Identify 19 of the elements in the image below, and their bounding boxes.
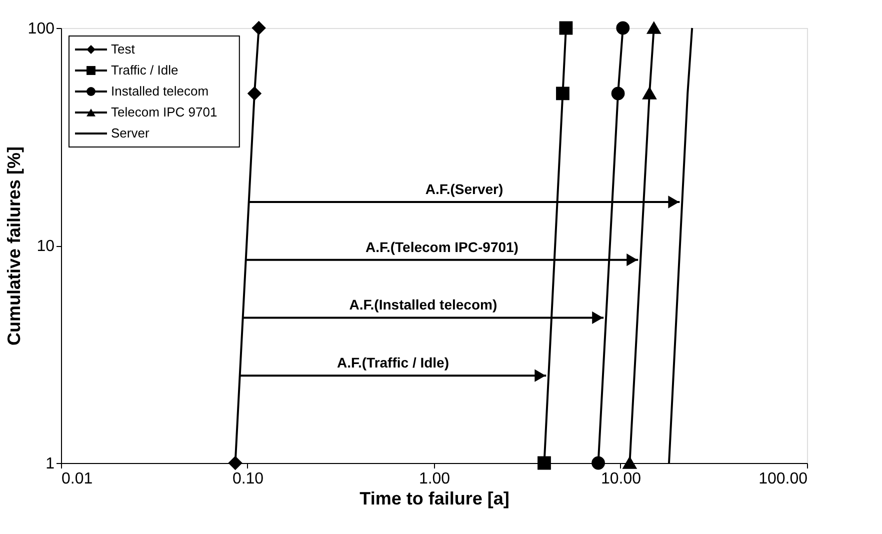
- legend-label: Traffic / Idle: [111, 62, 178, 78]
- y-tick-label: 1: [46, 456, 55, 472]
- x-tick-label: 100.00: [758, 470, 808, 488]
- annotation: A.F.(Installed telecom): [349, 296, 498, 313]
- legend-label: Test: [111, 42, 136, 56]
- annotation: A.F.(Telecom IPC-9701): [365, 238, 518, 255]
- legend-label: Telecom IPC 9701: [111, 104, 218, 120]
- y-tick-label: 100: [28, 20, 55, 38]
- annotation: A.F.(Server): [425, 181, 504, 197]
- x-tick-label: 1.00: [418, 470, 450, 488]
- x-tick-label: 0.10: [232, 470, 264, 488]
- legend-label: Server: [111, 126, 150, 140]
- x-tick-label: 10.00: [600, 470, 642, 488]
- x-axis-title: Time to failure [a]: [360, 488, 510, 508]
- annotation: A.F.(Traffic / Idle): [336, 354, 449, 371]
- x-tick-label: 0.01: [62, 470, 93, 488]
- y-tick-label: 10: [36, 238, 55, 255]
- y-axis-title: Cumulative failures [%]: [4, 146, 24, 346]
- legend-label: Installed telecom: [111, 84, 209, 98]
